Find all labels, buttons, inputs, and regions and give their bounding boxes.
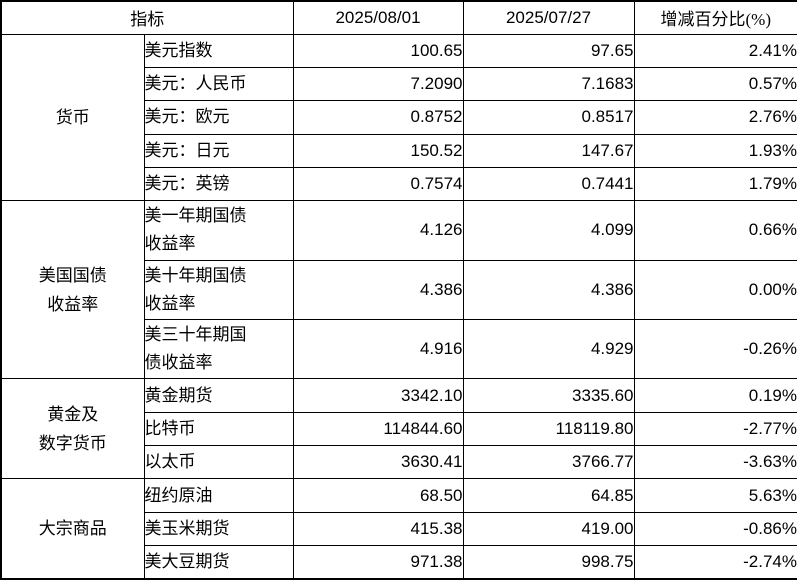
- date2-value: 4.386: [462, 259, 635, 321]
- date2-value: 4.929: [462, 318, 635, 380]
- date2-value: 0.8517: [462, 100, 635, 135]
- date2-value: 147.67: [462, 133, 635, 168]
- date1-value: 68.50: [292, 478, 464, 513]
- table-row: 货币 美元指数 100.65 97.65 2.41%: [0, 33, 797, 202]
- indicator-label: 美十年期国债 收益率: [143, 259, 294, 321]
- date1-value: 3630.41: [292, 445, 464, 480]
- date1-value: 4.916: [292, 318, 464, 380]
- change-percent-value: 1.79%: [633, 166, 797, 202]
- header-row: 指标 2025/08/01 2025/07/27 增减百分比(%): [0, 0, 797, 35]
- date1-value: 415.38: [292, 511, 464, 547]
- change-percent-value: 5.63%: [633, 478, 797, 513]
- indicator-label: 比特币: [143, 411, 294, 447]
- indicator-label: 美元：欧元: [143, 100, 294, 135]
- change-percent-value: 0.00%: [633, 259, 797, 321]
- table-row: 以太币 3630.41 3766.77 -3.63%: [1, 445, 797, 480]
- table-row: 美元：人民币 7.2090 7.1683 0.57%: [1, 66, 797, 102]
- date1-value: 4.386: [292, 259, 464, 321]
- date1-value: 150.52: [292, 133, 464, 168]
- date2-value: 4.099: [462, 200, 635, 261]
- table-row: 美三十年期国 债收益率 4.916 4.929 -0.26%: [1, 318, 797, 380]
- date1-value: 114844.60: [292, 411, 464, 447]
- change-percent-value: -0.26%: [633, 318, 797, 380]
- date1-value: 971.38: [292, 545, 464, 580]
- change-percent-value: 0.57%: [633, 66, 797, 102]
- table-row: 美元：英镑 0.7574 0.7441 1.79%: [1, 166, 797, 202]
- table-row: 黄金及 数字货币 黄金期货 3342.10 3335.60 0.19%: [0, 378, 797, 480]
- indicator-label: 美元：人民币: [143, 66, 294, 102]
- date2-value: 7.1683: [462, 66, 635, 102]
- date2-value: 998.75: [462, 545, 635, 580]
- group-label: 美国国债 收益率: [0, 200, 145, 380]
- change-percent-value: -2.74%: [633, 545, 797, 580]
- change-percent-value: 0.66%: [633, 200, 797, 261]
- date2-value: 3766.77: [462, 445, 635, 480]
- date2-value: 97.65: [462, 33, 635, 68]
- date1-value: 0.8752: [292, 100, 464, 135]
- date2-value: 419.00: [462, 511, 635, 547]
- change-percent-value: 1.93%: [633, 133, 797, 168]
- date2-value: 118119.80: [462, 411, 635, 447]
- date1-value: 100.65: [292, 33, 464, 68]
- date2-value: 3335.60: [462, 378, 635, 413]
- date1-value: 0.7574: [292, 166, 464, 202]
- table-row: 美大豆期货 971.38 998.75 -2.74%: [1, 545, 797, 580]
- change-percent-value: 2.76%: [633, 100, 797, 135]
- indicator-label: 纽约原油: [143, 478, 294, 513]
- date2-value: 0.7441: [462, 166, 635, 202]
- change-percent-value: -0.86%: [633, 511, 797, 547]
- date1-value: 3342.10: [292, 378, 464, 413]
- date2-value: 64.85: [462, 478, 635, 513]
- table-row: 美国国债 收益率 美一年期国债 收益率 4.126 4.099 0.66%: [0, 200, 797, 380]
- change-percent-value: 2.41%: [633, 33, 797, 68]
- table-row: 大宗商品 纽约原油 68.50 64.85 5.63%: [0, 478, 797, 580]
- indicator-label: 美一年期国债 收益率: [143, 200, 294, 261]
- change-percent-value: 0.19%: [633, 378, 797, 413]
- table-row: 美玉米期货 415.38 419.00 -0.86%: [1, 511, 797, 547]
- date1-value: 4.126: [292, 200, 464, 261]
- indicator-label: 美大豆期货: [143, 545, 294, 580]
- group-label: 黄金及 数字货币: [0, 378, 145, 480]
- indicator-label: 以太币: [143, 445, 294, 480]
- change-percent-value: -3.63%: [633, 445, 797, 480]
- indicator-label: 黄金期货: [143, 378, 294, 413]
- indicator-label: 美元指数: [143, 33, 294, 68]
- change-percent-value: -2.77%: [633, 411, 797, 447]
- table-body: 货币 美元指数 100.65 97.65 2.41% 美元：人民币 7.2090 7.1683…: [0, 33, 797, 580]
- group-label: 货币: [0, 33, 145, 202]
- indicator-label: 美三十年期国 债收益率: [143, 318, 294, 380]
- header-date-1: 2025/08/01: [292, 0, 464, 35]
- header-change-percent: 增减百分比(%): [633, 0, 797, 35]
- indicator-label: 美玉米期货: [143, 511, 294, 547]
- header-date-2: 2025/07/27: [462, 0, 635, 35]
- group-label: 大宗商品: [0, 478, 145, 580]
- date1-value: 7.2090: [292, 66, 464, 102]
- table-row: 比特币 114844.60 118119.80 -2.77%: [1, 411, 797, 447]
- header-indicator: 指标: [0, 0, 294, 35]
- indicator-label: 美元：英镑: [143, 166, 294, 202]
- indicator-label: 美元：日元: [143, 133, 294, 168]
